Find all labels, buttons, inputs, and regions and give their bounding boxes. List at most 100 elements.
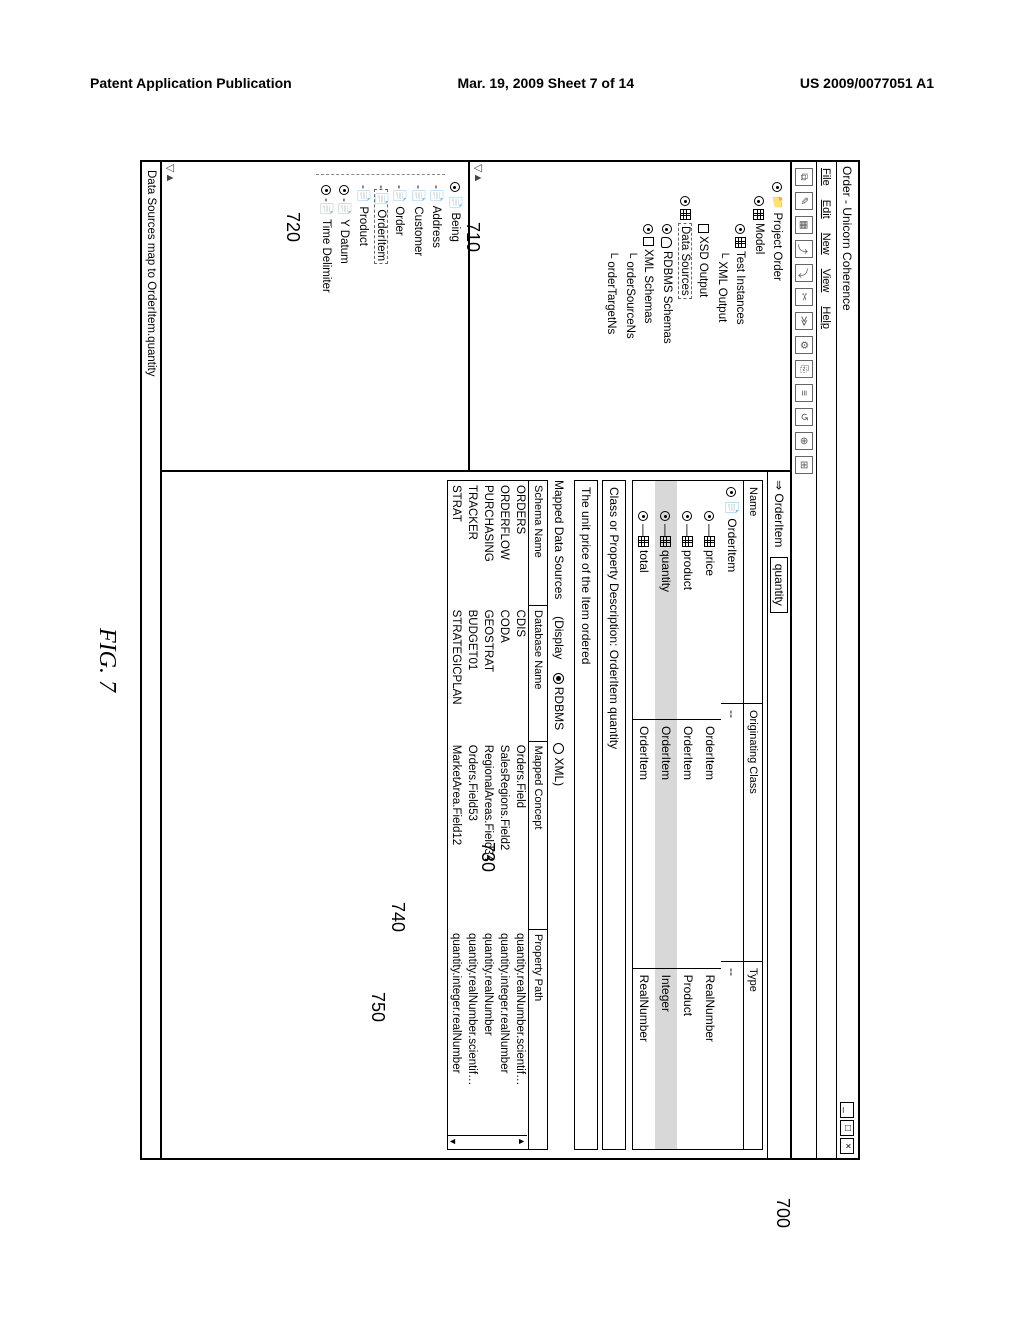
tool-icon[interactable]: ⊕ [795, 432, 813, 450]
bullet-icon [638, 511, 648, 521]
menubar: File Edit New View Help [816, 162, 836, 1158]
description-row: Class or Property Description: OrderItem… [602, 480, 626, 1150]
titlebar: Order - Unicorn Coherence _ □ × [836, 162, 858, 1158]
callout-720: 720 [282, 212, 303, 242]
status-text: Data Sources map to OrderItem.quantity [145, 170, 157, 376]
tool-icon[interactable]: ⚙ [795, 336, 813, 354]
menu-help[interactable]: Help [821, 306, 833, 329]
window-title: Order - Unicorn Coherence [841, 166, 855, 311]
col-orig: Originating Class [744, 704, 762, 962]
map-header: Schema Name Database Name Mapped Concept… [528, 481, 547, 1149]
class-node[interactable]: -📄 OrderItem [372, 185, 390, 464]
class-node[interactable]: -📄 Time Delimiter [316, 185, 334, 464]
xsd-output-node[interactable]: XSD Output [694, 168, 712, 464]
grid-icon [735, 237, 746, 248]
class-node[interactable]: -📄 Y Datum [335, 185, 353, 464]
tool-icon[interactable]: ✂ [795, 288, 813, 306]
bullet-icon [735, 224, 745, 234]
class-tree-pane: ▽▲ 📄 Being -📄 Address -📄 Customer -📄 Ord… [162, 162, 468, 470]
header-left: Patent Application Publication [90, 75, 292, 91]
xml-schemas-node[interactable]: XML Schemas [639, 168, 657, 464]
bullet-icon [339, 185, 349, 195]
tool-icon[interactable]: ≫ [795, 312, 813, 330]
class-tree: 📄 Being -📄 Address -📄 Customer -📄 Order … [316, 168, 463, 464]
bullet-icon [682, 511, 692, 521]
tool-icon[interactable]: ⤴ [795, 240, 813, 258]
model-node[interactable]: Model [749, 168, 767, 464]
map-row[interactable]: ORDERFLOWCODASalesRegions.Field2quantity… [496, 481, 512, 1149]
page-header: Patent Application Publication Mar. 19, … [90, 75, 934, 91]
map-row[interactable]: TRACKERBUDGET01Orders.Field53quantity.re… [464, 481, 480, 1149]
project-tree-pane: ▽▲ 📁 Project Order Model Test Instances … [468, 162, 790, 470]
col-type: Type [744, 962, 762, 1149]
pane-handle-icon[interactable]: ▽▲ [472, 164, 485, 183]
app-window: Order - Unicorn Coherence _ □ × File Edi… [140, 160, 860, 1160]
data-sources-node[interactable]: Data Sources [676, 168, 694, 464]
pane-handle-icon[interactable]: ▽▲ [164, 164, 177, 183]
tool-icon[interactable]: ▦ [795, 216, 813, 234]
map-row[interactable]: PURCHASINGGEOSTRATRegionalAreas.Field34q… [480, 481, 496, 1149]
page-icon [698, 224, 709, 233]
class-node[interactable]: -📄 Product [353, 185, 371, 464]
tool-icon[interactable]: ↺ [795, 408, 813, 426]
props-row[interactable]: 📄 OrderItem -- -- [721, 481, 743, 1149]
being-node[interactable]: 📄 Being [445, 168, 463, 464]
grid-icon [682, 536, 693, 547]
class-node[interactable]: -📄 Customer [408, 185, 426, 464]
tool-icon[interactable]: ⤵ [795, 264, 813, 282]
menu-view[interactable]: View [821, 269, 833, 293]
tool-icon[interactable]: ✎ [795, 192, 813, 210]
unit-price-row: The unit price of the Item ordered [574, 480, 598, 1150]
close-button[interactable]: × [841, 1138, 855, 1154]
order-target-node[interactable]: └ orderTargetNs [602, 168, 620, 464]
props-header: Name Originating Class Type [743, 481, 762, 1149]
callout-750: 750 [367, 992, 388, 1022]
callout-740: 740 [387, 902, 408, 932]
mapped-label: Mapped Data Sources [552, 480, 566, 599]
radio-rdbms[interactable] [553, 673, 564, 684]
menu-file[interactable]: File [821, 168, 833, 186]
figure-caption: FIG. 7 [93, 628, 120, 692]
grid-icon [704, 536, 715, 547]
right-pane: ⇒ OrderItem quantity Name Originating Cl… [162, 472, 790, 1158]
callout-730: 730 [477, 842, 498, 872]
tool-icon[interactable]: ⊞ [795, 456, 813, 474]
statusbar: Data Sources map to OrderItem.quantity [142, 162, 162, 1158]
map-row[interactable]: STRATSTRATEGICPLANMarketArea.Field12quan… [448, 481, 464, 1149]
menu-new[interactable]: New [821, 233, 833, 255]
order-source-node[interactable]: └ orderSourceNs [620, 168, 638, 464]
bullet-icon [754, 196, 764, 206]
props-row-selected[interactable]: —quantity OrderItem Integer [655, 481, 677, 1149]
class-node[interactable]: -📄 Order [390, 185, 408, 464]
project-node[interactable]: 📁 Project Order [768, 168, 786, 464]
col-name: Name [744, 481, 762, 704]
map-row[interactable]: ORDERSCDISOrders.Fieldquantity.realNumbe… [512, 481, 528, 1149]
bullet-icon [726, 487, 736, 497]
grid-icon [638, 536, 649, 547]
radio-xml[interactable] [553, 743, 564, 754]
props-row[interactable]: —product OrderItem Product [677, 481, 699, 1149]
rdbms-node[interactable]: RDBMS Schemas [657, 168, 675, 464]
tool-icon[interactable]: ⧉ [795, 168, 813, 186]
menu-edit[interactable]: Edit [821, 200, 833, 219]
tool-icon[interactable]: ≡ [795, 384, 813, 402]
bullet-icon [662, 224, 672, 234]
test-instances-node[interactable]: Test Instances [731, 168, 749, 464]
props-row[interactable]: —total OrderItem RealNumber [633, 481, 655, 1149]
class-node[interactable]: -📄 Address [427, 185, 445, 464]
grid-icon [680, 209, 691, 220]
maximize-button[interactable]: □ [841, 1120, 855, 1136]
xml-output-node[interactable]: └ XML Output [712, 168, 730, 464]
scrollbar[interactable] [448, 1135, 527, 1149]
grid-icon [660, 536, 671, 547]
left-pane: ▽▲ 📁 Project Order Model Test Instances … [162, 162, 790, 472]
tool-icon[interactable]: ⎘ [795, 360, 813, 378]
breadcrumb-path: ⇒ OrderItem [772, 480, 786, 547]
breadcrumb: ⇒ OrderItem quantity [767, 472, 790, 1158]
window-controls: _ □ × [841, 1102, 855, 1154]
figure-rotated: Order - Unicorn Coherence _ □ × File Edi… [0, 300, 1000, 1020]
minimize-button[interactable]: _ [841, 1102, 855, 1118]
props-row[interactable]: —price OrderItem RealNumber [699, 481, 721, 1149]
bullet-icon [321, 185, 331, 195]
mapped-sources-header: Mapped Data Sources (Display RDBMS XML) [552, 480, 566, 1150]
